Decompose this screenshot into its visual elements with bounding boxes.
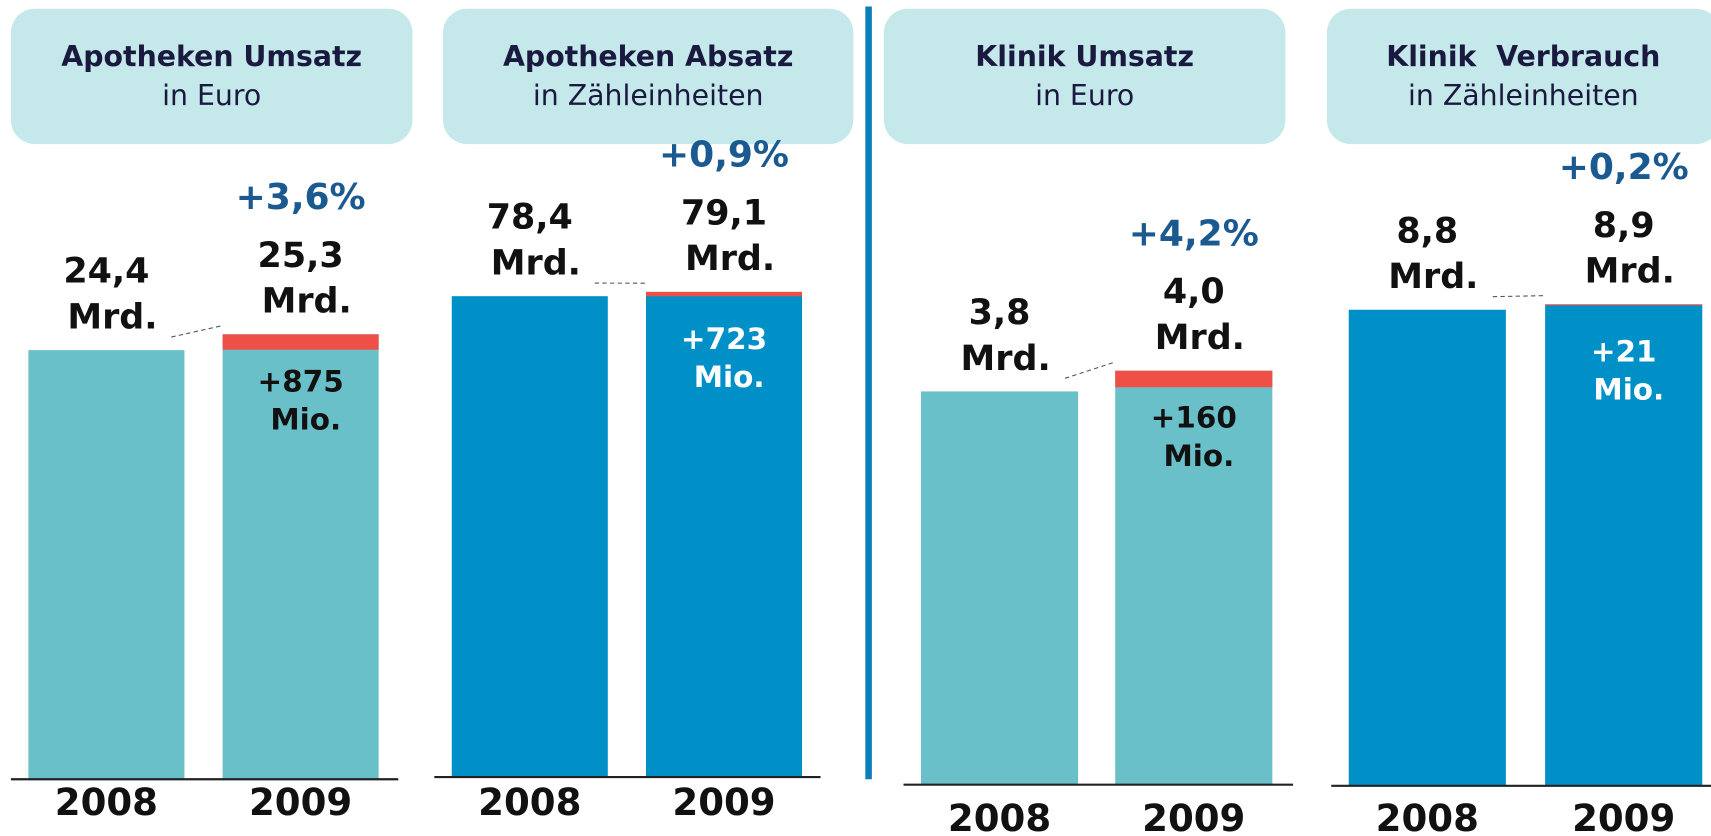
- panel-subtitle: in Euro: [162, 79, 261, 112]
- bar: [1545, 304, 1703, 786]
- change-label: +3,6%: [236, 177, 366, 218]
- value-label: 25,3 Mrd.: [249, 236, 351, 322]
- x-tick-label: 2008: [478, 781, 581, 824]
- increase-segment: [1545, 304, 1703, 306]
- connector: [1492, 295, 1546, 298]
- panel-title: Klinik Verbrauch: [1386, 40, 1660, 73]
- panel-title: Apotheken Absatz: [503, 40, 793, 73]
- x-tick-label: 2009: [1572, 797, 1675, 836]
- value-label: 3,8 Mrd.: [948, 293, 1050, 379]
- increase-segment: [1115, 370, 1273, 388]
- value-label: 78,4 Mrd.: [479, 198, 581, 284]
- header-box: [443, 8, 854, 145]
- header-box: [1326, 8, 1711, 145]
- connector: [171, 325, 223, 338]
- value-label: 8,8 Mrd.: [1376, 211, 1478, 297]
- value-label: 4,0 Mrd.: [1143, 272, 1245, 358]
- value-label: 79,1 Mrd.: [673, 193, 775, 279]
- change-label: +0,9%: [659, 135, 789, 176]
- value-label: 8,9 Mrd.: [1573, 206, 1675, 292]
- bar: [222, 334, 379, 780]
- x-tick-label: 2009: [249, 781, 352, 824]
- bar: [1348, 309, 1506, 786]
- change-label: +4,2%: [1129, 213, 1259, 254]
- change-label: +0,2%: [1559, 147, 1689, 188]
- panel-subtitle: in Euro: [1035, 79, 1134, 112]
- x-tick-label: 2008: [948, 797, 1051, 836]
- increase-label: +160 Mio.: [1151, 400, 1237, 472]
- x-tick-label: 2009: [1142, 797, 1245, 836]
- bar: [28, 350, 185, 780]
- increase-segment: [645, 291, 803, 297]
- x-tick-label: 2008: [1376, 797, 1479, 836]
- bar: [645, 291, 803, 778]
- connector: [1064, 361, 1116, 379]
- header-box: [883, 8, 1286, 145]
- increase-label: +723 Mio.: [681, 321, 767, 393]
- header-box: [10, 8, 413, 145]
- value-label: 24,4 Mrd.: [55, 252, 157, 338]
- panel-title: Apotheken Umsatz: [61, 40, 362, 73]
- increase-label: +875 Mio.: [258, 364, 344, 436]
- bar: [920, 391, 1079, 785]
- x-tick-label: 2008: [55, 781, 158, 824]
- increase-segment: [222, 334, 379, 350]
- bar: [451, 296, 608, 778]
- x-tick-label: 2009: [672, 781, 775, 824]
- panel-subtitle: in Zähleinheiten: [533, 79, 764, 112]
- panel-title: Klinik Umsatz: [975, 40, 1194, 73]
- increase-label: +21 Mio.: [1583, 334, 1664, 406]
- bar: [1115, 370, 1273, 785]
- panel-subtitle: in Zähleinheiten: [1408, 79, 1639, 112]
